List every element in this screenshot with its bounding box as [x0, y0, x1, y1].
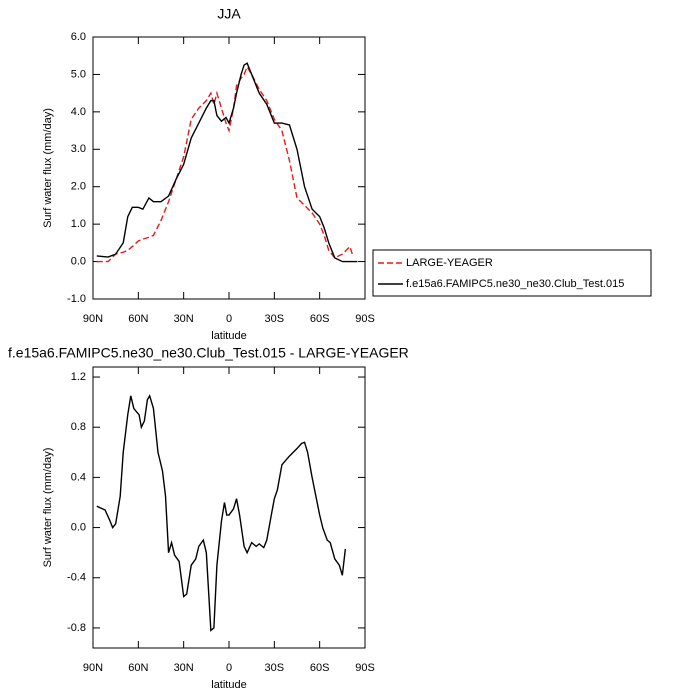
chart-title: f.e15a6.FAMIPC5.ne30_ne30.Club_Test.015 …	[8, 345, 409, 361]
y-tick-label: 0.4	[71, 471, 86, 483]
x-tick-label: 60N	[128, 313, 148, 325]
legend-box	[372, 249, 652, 297]
x-tick-label: 30S	[265, 313, 285, 325]
x-tick-label: 30N	[174, 313, 194, 325]
x-tick-label: 30N	[174, 662, 194, 674]
y-tick-label: 6.0	[71, 31, 86, 43]
x-axis-label: latitude	[211, 679, 246, 691]
x-tick-label: 30S	[265, 662, 285, 674]
y-tick-label: 0.0	[71, 521, 86, 533]
data-line	[96, 394, 347, 632]
x-tick-label: 90S	[355, 313, 375, 325]
y-tick-label: 1.2	[71, 371, 86, 383]
x-tick-label: 0	[226, 313, 232, 325]
legend-label: f.e15a6.FAMIPC5.ne30_ne30.Club_Test.015	[406, 278, 624, 290]
y-tick-label: 2.0	[71, 181, 86, 193]
data-line	[96, 62, 358, 263]
x-axis-label: latitude	[211, 330, 246, 342]
data-line	[96, 65, 354, 263]
y-tick-label: -0.8	[67, 622, 86, 634]
y-tick-label: -0.4	[67, 572, 86, 584]
y-tick-label: 5.0	[71, 68, 86, 80]
x-tick-label: 60N	[128, 662, 148, 674]
y-tick-label: 4.0	[71, 106, 86, 118]
x-tick-label: 60S	[310, 662, 330, 674]
x-tick-label: 90S	[355, 662, 375, 674]
y-tick-label: 0.8	[71, 421, 86, 433]
y-tick-label: 3.0	[71, 143, 86, 155]
x-tick-label: 90N	[83, 313, 103, 325]
y-axis-label: Surf water flux (mm/day)	[42, 108, 54, 228]
y-tick-label: 0.0	[71, 255, 86, 267]
y-tick-label: -1.0	[67, 293, 86, 305]
chart-title: JJA	[217, 6, 241, 22]
y-tick-label: 1.0	[71, 218, 86, 230]
legend-label: LARGE-YEAGER	[406, 257, 493, 269]
x-tick-label: 60S	[310, 313, 330, 325]
x-tick-label: 0	[226, 662, 232, 674]
plot-frame	[92, 36, 366, 300]
x-tick-label: 90N	[83, 662, 103, 674]
y-axis-label: Surf water flux (mm/day)	[42, 448, 54, 568]
